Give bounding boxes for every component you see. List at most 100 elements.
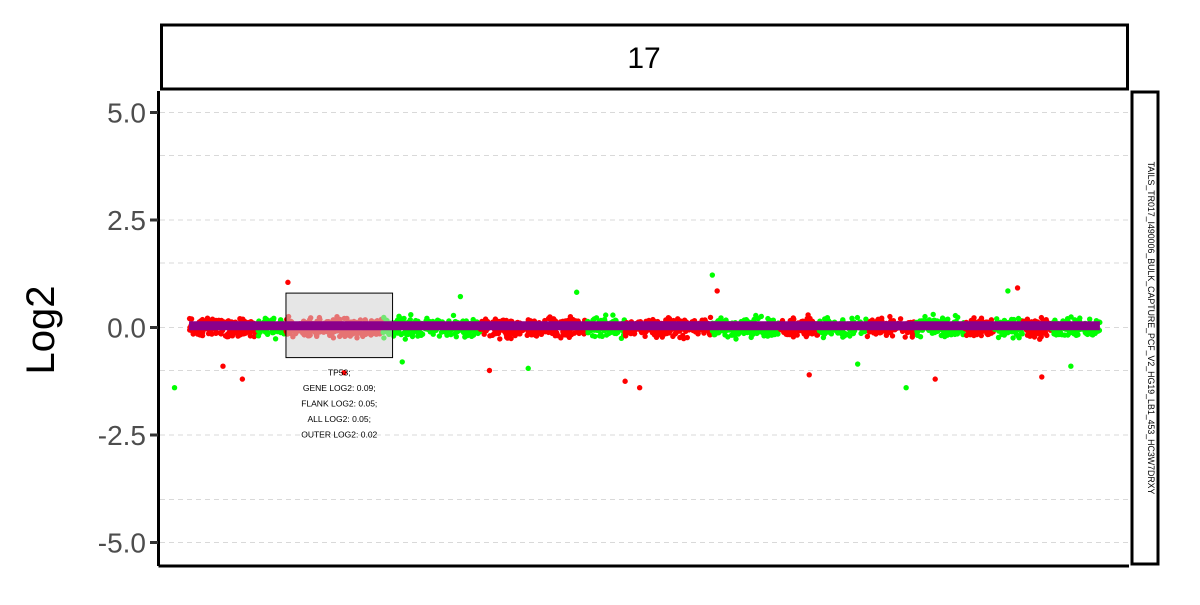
side-strip-label: TAILS_TR017_I490006_BULK_CAPTURE_PCF_V2_… (1146, 162, 1156, 495)
data-point (1073, 331, 1080, 337)
data-point (408, 312, 414, 318)
outlier-point (806, 372, 812, 378)
y-tick-label: 2.5 (107, 205, 146, 236)
data-point (410, 329, 416, 336)
data-point (765, 315, 771, 322)
outlier-point (709, 272, 716, 278)
data-point (1039, 331, 1045, 337)
data-point (693, 329, 700, 335)
data-point (650, 316, 656, 323)
data-point (758, 313, 764, 320)
data-point (1089, 330, 1095, 336)
data-point (188, 316, 195, 322)
data-point (255, 333, 262, 339)
data-point (978, 315, 985, 321)
data-point (730, 332, 736, 338)
data-point (247, 333, 254, 339)
data-point (1001, 329, 1007, 335)
data-point (404, 331, 410, 338)
data-point (661, 331, 668, 337)
data-point (230, 331, 236, 337)
data-point (504, 332, 511, 339)
data-point (754, 330, 760, 337)
outlier-point (525, 365, 531, 372)
data-point (932, 329, 938, 336)
y-tick-label: -5.0 (98, 528, 146, 559)
data-point (601, 316, 608, 323)
gene-annotation-line: ALL LOG2: 0.05; (308, 414, 371, 424)
data-point (436, 333, 443, 339)
data-point (712, 331, 718, 338)
data-point (1052, 329, 1058, 336)
outlier-point (486, 367, 493, 374)
data-point (1015, 333, 1022, 339)
data-point (665, 315, 672, 321)
outlier-point (220, 363, 226, 369)
data-point (563, 332, 570, 338)
outlier-point (457, 293, 464, 300)
data-point (603, 312, 609, 318)
data-point (1068, 314, 1074, 320)
outlier-point (636, 385, 643, 391)
data-point (610, 312, 616, 318)
data-point (1087, 316, 1093, 322)
gene-annotation-line: GENE LOG2: 0.09; (303, 383, 376, 393)
data-point (190, 331, 196, 337)
data-point (702, 317, 708, 323)
data-point (681, 335, 687, 342)
data-point (205, 330, 212, 337)
data-point (1083, 330, 1090, 337)
data-point (542, 329, 548, 335)
y-tick-label: 5.0 (107, 98, 146, 129)
data-point (947, 330, 953, 337)
data-point (995, 334, 1002, 341)
outlier-point (1014, 285, 1021, 291)
data-point (952, 331, 958, 338)
gene-annotation-line: FLANK LOG2: 0.05; (301, 399, 377, 409)
data-point (1010, 335, 1016, 341)
data-point (554, 330, 560, 336)
y-tick-label: 0.0 (107, 313, 146, 344)
outlier-point (239, 376, 246, 382)
data-point (481, 331, 487, 337)
outlier-point (1068, 363, 1074, 369)
data-point (396, 313, 402, 319)
data-point (642, 333, 648, 339)
data-point (741, 330, 747, 337)
outlier-point (903, 385, 909, 391)
y-axis-ticks: 5.0 2.5 0.0 -2.5 -5.0 (98, 98, 158, 559)
data-point (402, 336, 408, 342)
data-point (1031, 334, 1038, 340)
data-point (1068, 329, 1075, 335)
outlier-point (1005, 288, 1011, 294)
outlier-point (714, 288, 720, 294)
data-point (675, 316, 681, 322)
data-point (466, 331, 472, 338)
gene-annotation-line: OUTER LOG2: 0.02 (301, 430, 377, 440)
data-point (401, 315, 407, 322)
data-point (444, 332, 450, 338)
outlier-point (854, 361, 861, 367)
data-point (222, 333, 229, 339)
data-point (804, 331, 811, 337)
data-point (398, 331, 404, 338)
outlier-point (285, 279, 291, 286)
facet-strip-label: 17 (627, 42, 660, 75)
facet-strip (160, 23, 1129, 91)
data-point (750, 330, 756, 336)
data-point (272, 336, 279, 342)
data-point (945, 316, 951, 322)
side-strip (1130, 90, 1160, 566)
data-point (753, 312, 759, 319)
data-point (549, 316, 555, 322)
outlier-points (171, 272, 1074, 391)
data-point (452, 330, 458, 337)
data-point (791, 331, 797, 337)
data-point (790, 315, 796, 321)
data-point (820, 334, 827, 341)
gene-annotation-line: TP53; (328, 368, 351, 378)
outlier-point (1039, 374, 1045, 380)
data-point (217, 330, 224, 337)
data-point (1038, 314, 1045, 321)
